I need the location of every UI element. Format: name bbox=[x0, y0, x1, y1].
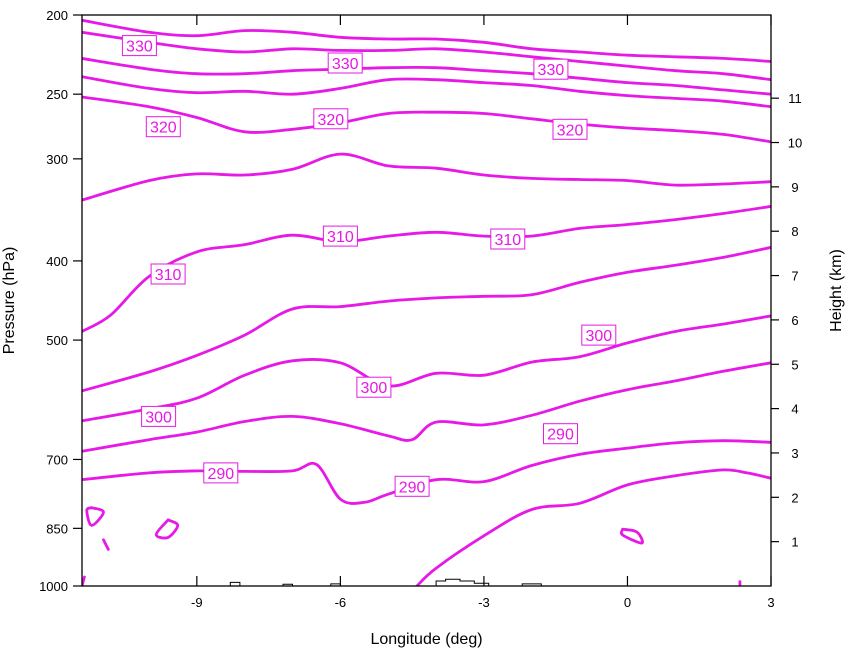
contour-label: 330 bbox=[121, 35, 157, 57]
contour-label-value: 300 bbox=[361, 380, 388, 397]
contour-label-value: 320 bbox=[557, 122, 584, 139]
contour-label: 320 bbox=[552, 118, 588, 140]
contour-label: 300 bbox=[141, 405, 177, 427]
height-tick-label: 2 bbox=[791, 490, 798, 505]
contour-label-box bbox=[313, 108, 349, 130]
x-tick-label: -9 bbox=[191, 595, 203, 610]
contour-label-value: 330 bbox=[332, 56, 359, 73]
contour-label-value: 310 bbox=[327, 229, 354, 246]
height-tick-label: 9 bbox=[791, 180, 798, 195]
contour-label-value: 290 bbox=[207, 466, 234, 483]
height-tick-label: 6 bbox=[791, 313, 798, 328]
pressure-tick-label: 500 bbox=[46, 333, 68, 348]
contour-label-value: 320 bbox=[150, 120, 177, 137]
contour-label-box bbox=[533, 58, 569, 80]
contour-line-320 bbox=[82, 95, 771, 144]
contour-label: 310 bbox=[150, 263, 186, 285]
contour-label: 330 bbox=[533, 58, 569, 80]
pressure-tick-label: 250 bbox=[46, 87, 68, 102]
contour-label-box bbox=[490, 228, 526, 250]
contour-label-value: 300 bbox=[585, 328, 612, 345]
contour-label-box bbox=[322, 225, 358, 247]
x-tick-label: 3 bbox=[767, 595, 774, 610]
contour-line-315 bbox=[82, 152, 771, 202]
terrain-layer bbox=[229, 578, 542, 586]
contour-line-335 bbox=[82, 18, 771, 63]
contour-label-box bbox=[141, 405, 177, 427]
pressure-tick-label: 300 bbox=[46, 152, 68, 167]
x-tick-label: -6 bbox=[335, 595, 347, 610]
contour-line-285 bbox=[415, 468, 771, 586]
y-axis-title-right: Height (km) bbox=[828, 249, 845, 332]
height-tick-label: 5 bbox=[791, 357, 798, 372]
contour-label-layer: 330 330 330 320 320 320 310 310 310 300 300 300 290 2… bbox=[121, 35, 617, 497]
pressure-tick-label: 850 bbox=[46, 521, 68, 536]
contour-label: 290 bbox=[203, 462, 239, 484]
contour-label-box bbox=[581, 324, 617, 346]
contour-label-box bbox=[394, 475, 430, 497]
contour-label-value: 330 bbox=[126, 39, 153, 56]
contour-line-290 bbox=[102, 538, 110, 551]
terrain-outline bbox=[435, 578, 490, 586]
contour-label-value: 290 bbox=[547, 427, 574, 444]
terrain-outline bbox=[521, 583, 542, 586]
contour-label: 300 bbox=[581, 324, 617, 346]
x-tick-label: 0 bbox=[624, 595, 631, 610]
y-axis-title-left: Pressure (hPa) bbox=[1, 247, 18, 355]
contour-label: 320 bbox=[145, 116, 181, 138]
contour-label-box bbox=[203, 462, 239, 484]
contour-line-300 bbox=[82, 314, 771, 423]
plot-frame bbox=[81, 14, 772, 587]
contour-label-value: 310 bbox=[155, 267, 182, 284]
contour-label-value: 320 bbox=[317, 112, 344, 129]
contour-label: 290 bbox=[394, 475, 430, 497]
terrain-outline bbox=[229, 581, 241, 586]
contour-label-value: 310 bbox=[494, 232, 521, 249]
axis-layer: -9 -6 -3 0 3 200 250 300 400 500 700 850 1000 1 2 3 4 5 6 7… bbox=[1, 8, 845, 648]
contour-line-305 bbox=[82, 246, 771, 393]
contour-layer bbox=[82, 18, 771, 586]
contour-label-box bbox=[327, 52, 363, 74]
contour-line-325 bbox=[82, 75, 771, 109]
contour-label: 310 bbox=[490, 228, 526, 250]
contour-label-box bbox=[145, 116, 181, 138]
contour-label: 330 bbox=[327, 52, 363, 74]
pressure-tick-label: 700 bbox=[46, 452, 68, 467]
contour-label-value: 290 bbox=[399, 479, 426, 496]
contour-label: 320 bbox=[313, 108, 349, 130]
x-axis-title: Longitude (deg) bbox=[370, 631, 482, 648]
contour-label-box bbox=[552, 118, 588, 140]
height-tick-label: 4 bbox=[791, 402, 798, 417]
contour-line-330 bbox=[82, 30, 771, 82]
height-tick-label: 1 bbox=[791, 535, 798, 550]
height-tick-label: 11 bbox=[788, 91, 802, 106]
contour-line-290 bbox=[619, 527, 644, 545]
height-tick-label: 8 bbox=[791, 224, 798, 239]
contour-line-290 bbox=[154, 518, 180, 540]
contour-label: 300 bbox=[356, 376, 392, 398]
terrain-outline bbox=[282, 583, 293, 586]
x-tick-label: -3 bbox=[478, 595, 490, 610]
contour-label-value: 330 bbox=[538, 62, 565, 79]
contour-label: 290 bbox=[543, 423, 578, 445]
pressure-tick-label: 400 bbox=[46, 254, 68, 269]
height-tick-label: 10 bbox=[788, 136, 802, 151]
contour-label-box bbox=[543, 423, 578, 445]
pressure-tick-label: 1000 bbox=[39, 579, 68, 594]
height-tick-label: 7 bbox=[791, 269, 798, 284]
contour-label-box bbox=[121, 35, 157, 57]
contour-label-value: 300 bbox=[145, 409, 172, 426]
contour-line-330 bbox=[82, 57, 771, 96]
contour-line-310 bbox=[82, 205, 771, 333]
pressure-tick-label: 200 bbox=[46, 8, 68, 23]
contour-line-290 bbox=[85, 506, 105, 527]
contour-label-box bbox=[356, 376, 392, 398]
contour-line-295 bbox=[82, 361, 771, 453]
height-tick-label: 3 bbox=[791, 446, 798, 461]
contour-label-box bbox=[150, 263, 186, 285]
contour-label: 310 bbox=[322, 225, 358, 247]
